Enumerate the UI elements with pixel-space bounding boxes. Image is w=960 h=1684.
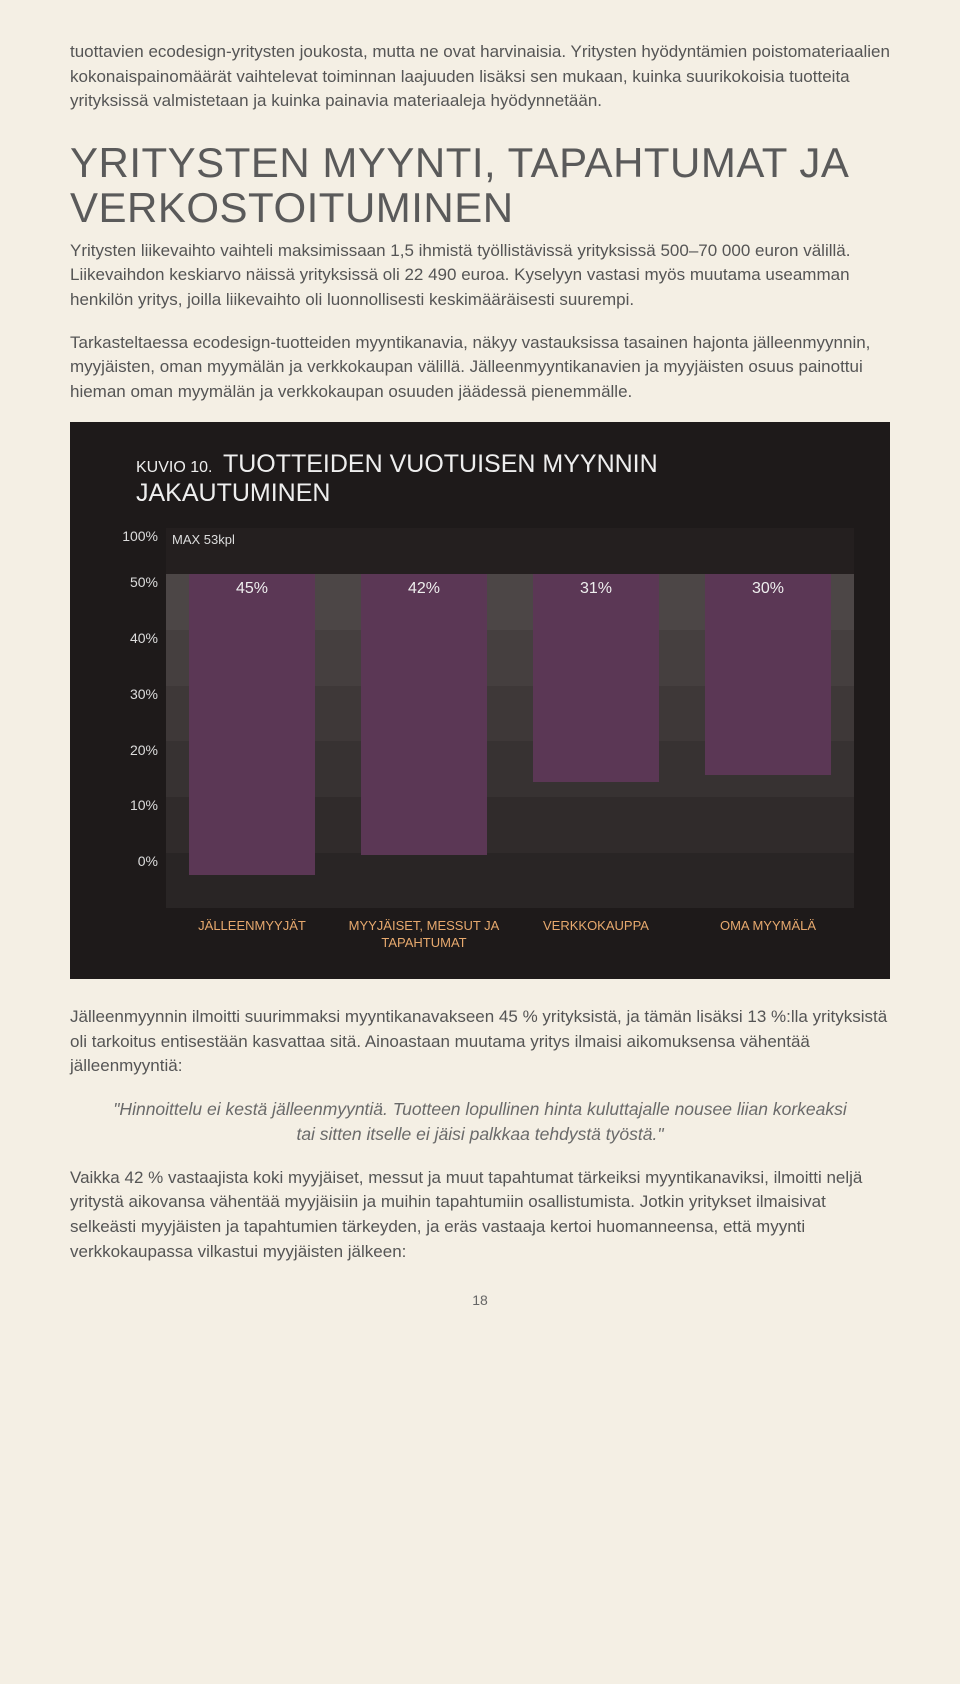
chart-band	[166, 528, 854, 574]
y-tick: 0%	[106, 853, 166, 909]
y-axis: 100% 50% 40% 30% 20% 10% 0%	[106, 528, 166, 908]
y-tick: 30%	[106, 686, 166, 742]
chart-max-label: MAX 53kpl	[172, 532, 235, 547]
intro-para-1: tuottavien ecodesign-yritysten joukosta,…	[70, 40, 890, 114]
intro-para-2: Yritysten liikevaihto vaihteli maksimiss…	[70, 239, 890, 313]
x-label: OMA MYYMÄLÄ	[685, 918, 850, 951]
bar-value-label: 42%	[361, 580, 486, 598]
after-para-1: Jälleenmyynnin ilmoitti suurimmaksi myyn…	[70, 1005, 890, 1079]
bar-slot: 45%	[169, 574, 334, 908]
section-heading: YRITYSTEN MYYNTI, TAPAHTUMAT JA VERKOSTO…	[70, 140, 890, 231]
page-number: 18	[70, 1292, 890, 1308]
y-tick: 10%	[106, 797, 166, 853]
bar-value-label: 45%	[189, 580, 314, 598]
y-tick: 100%	[106, 528, 166, 574]
bar-value-label: 30%	[705, 580, 830, 598]
x-axis: JÄLLEENMYYJÄT MYYJÄISET, MESSUT JA TAPAH…	[166, 918, 854, 951]
x-label: JÄLLEENMYYJÄT	[169, 918, 334, 951]
chart-bar: 45%	[189, 574, 314, 875]
bar-slot: 31%	[513, 574, 678, 908]
after-para-2: Vaikka 42 % vastaajista koki myyjäiset, …	[70, 1166, 890, 1265]
quote-text: "Hinnoittelu ei kestä jälleenmyyntiä. Tu…	[106, 1097, 854, 1148]
chart-kuvio-label: KUVIO 10.	[136, 459, 212, 476]
chart-bar: 30%	[705, 574, 830, 774]
y-tick: 20%	[106, 742, 166, 798]
bar-slot: 42%	[341, 574, 506, 908]
x-label: VERKKOKAUPPA	[513, 918, 678, 951]
chart-body: 100% 50% 40% 30% 20% 10% 0% MAX 53kpl 45…	[106, 528, 854, 908]
bar-value-label: 31%	[533, 580, 658, 598]
intro-para-3: Tarkasteltaessa ecodesign-tuotteiden myy…	[70, 331, 890, 405]
x-label: MYYJÄISET, MESSUT JA TAPAHTUMAT	[341, 918, 506, 951]
chart-bar: 31%	[533, 574, 658, 781]
chart-bars: 45% 42% 31% 30%	[166, 574, 854, 908]
chart-title-row: KUVIO 10. TUOTTEIDEN VUOTUISEN MYYNNIN J…	[136, 450, 854, 508]
y-tick: 40%	[106, 630, 166, 686]
chart-title: TUOTTEIDEN VUOTUISEN MYYNNIN JAKAUTUMINE…	[136, 450, 658, 507]
bar-slot: 30%	[685, 574, 850, 908]
chart-plot: MAX 53kpl 45% 42% 31% 30%	[166, 528, 854, 908]
y-tick: 50%	[106, 574, 166, 630]
chart-bar: 42%	[361, 574, 486, 855]
chart-container: KUVIO 10. TUOTTEIDEN VUOTUISEN MYYNNIN J…	[70, 422, 890, 979]
